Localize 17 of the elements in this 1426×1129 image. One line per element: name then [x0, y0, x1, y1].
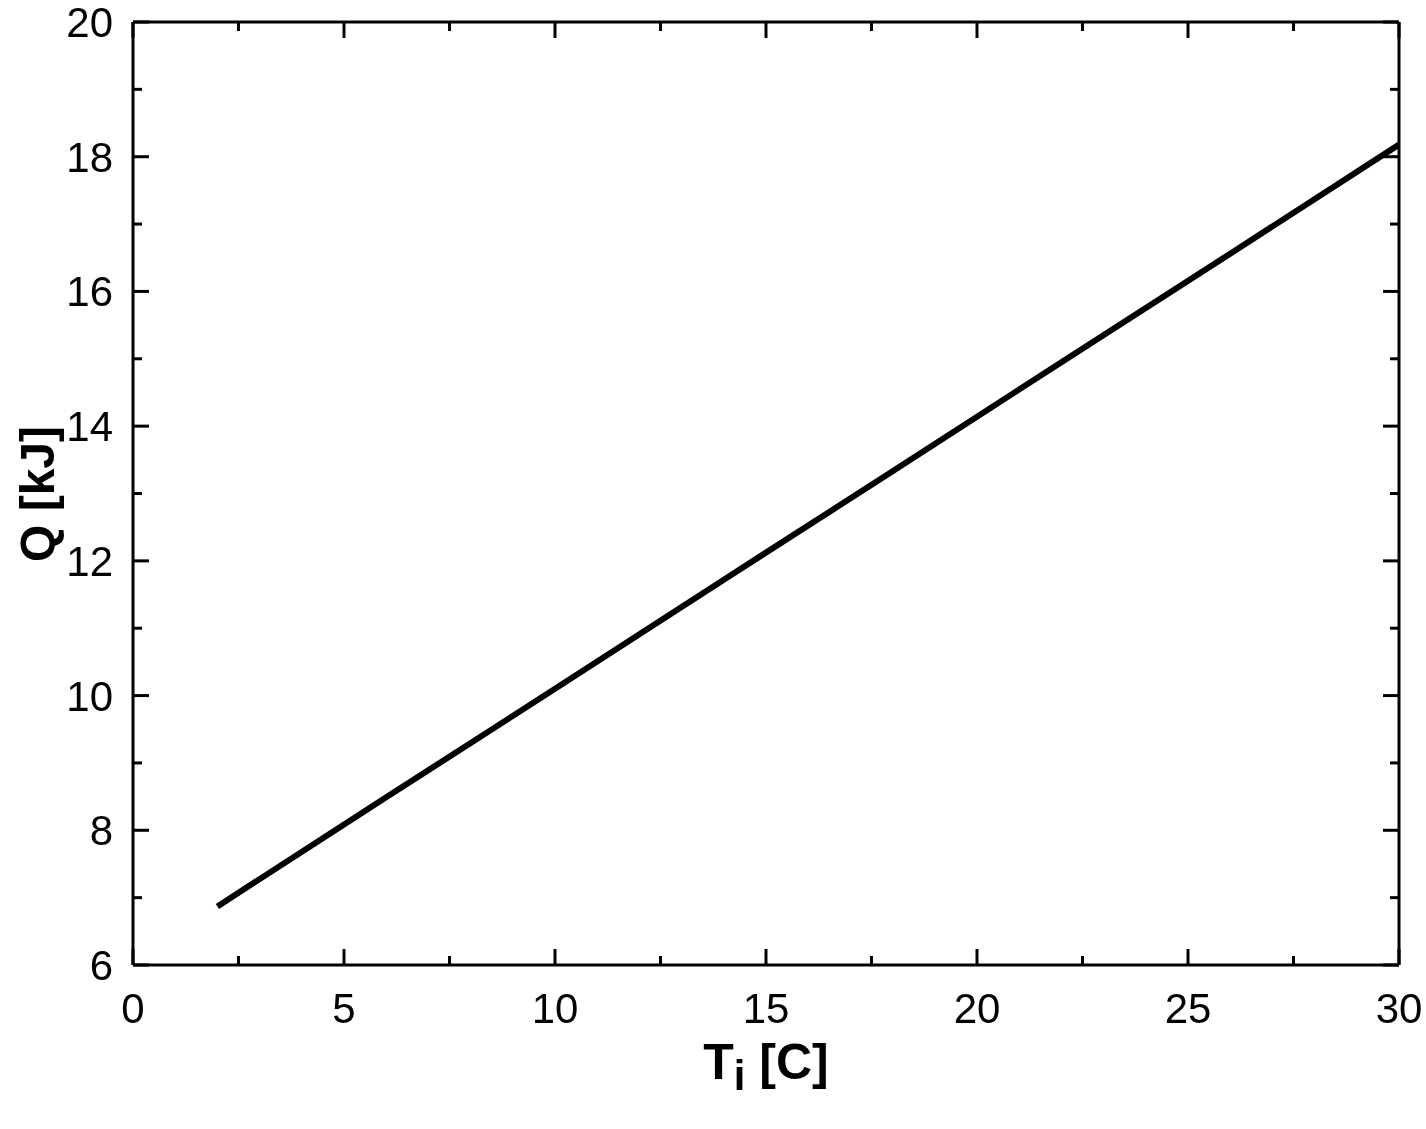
x-tick-label: 30 [1375, 985, 1423, 1032]
x-tick-label: 5 [332, 985, 356, 1032]
y-tick-label: 6 [89, 942, 113, 989]
x-tick-label: 15 [742, 985, 790, 1032]
x-tick-label: 0 [121, 985, 145, 1032]
x-tick-label: 25 [1164, 985, 1212, 1032]
x-tick-label: 20 [953, 985, 1001, 1032]
x-axis-title: T$_{i}$ [C] [703, 1034, 829, 1099]
y-tick-label: 12 [66, 537, 113, 585]
y-tick-label: 14 [66, 403, 113, 451]
x-tick-label: 10 [531, 985, 579, 1032]
y-tick-label: 8 [89, 807, 113, 855]
y-tick-label: 16 [66, 268, 113, 316]
y-tick-label: 20 [66, 0, 113, 46]
y-tick-label: 18 [66, 133, 113, 181]
y-tick-label: 10 [66, 672, 113, 720]
y-axis-title: Q [kJ] [11, 425, 64, 562]
